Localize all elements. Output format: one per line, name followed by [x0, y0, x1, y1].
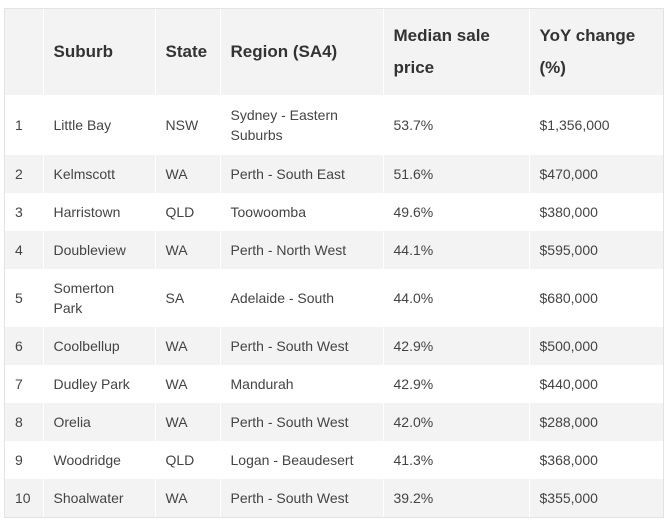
cell-yoy-change: $500,000	[539, 338, 598, 354]
cell-suburb: Shoalwater	[43, 479, 156, 517]
header-row: Suburb State Region (SA4) Median sale pr…	[5, 9, 663, 95]
cell-suburb: Harristown	[43, 193, 156, 231]
table-row: 8 Orelia WA Perth - South West 42.0% $28…	[5, 403, 663, 441]
header-region: Region (SA4)	[220, 9, 384, 95]
cell-region: Mandurah	[220, 365, 384, 403]
cell-yoy-change: $380,000	[539, 204, 598, 220]
cell-yoy-change: $680,000	[539, 290, 598, 306]
table-row: 5 Somerton Park SA Adelaide - South 44.0…	[5, 269, 663, 327]
table-row: 2 Kelmscott WA Perth - South East 51.6% …	[5, 155, 663, 193]
cell-region: Sydney - Eastern Suburbs	[220, 95, 384, 155]
cell-median-sale-price: 42.9%	[383, 365, 530, 403]
cell-region: Perth - South West	[220, 403, 384, 441]
cell-median-sale-price: 39.2%	[383, 479, 530, 517]
cell-rank: 10	[5, 479, 44, 517]
cell-suburb: Kelmscott	[43, 155, 156, 193]
suburb-growth-table: Suburb State Region (SA4) Median sale pr…	[5, 9, 663, 517]
cell-yoy-change: $595,000	[539, 242, 598, 258]
suburb-table-container: Suburb State Region (SA4) Median sale pr…	[4, 8, 664, 518]
cell-rank: 3	[5, 193, 44, 231]
header-suburb: Suburb	[43, 9, 156, 95]
cell-region: Perth - South East	[220, 155, 384, 193]
table-row: 1 Little Bay NSW Sydney - Eastern Suburb…	[5, 95, 663, 155]
cell-rank: 5	[5, 269, 44, 327]
cell-rank: 8	[5, 403, 44, 441]
cell-rank: 7	[5, 365, 44, 403]
table-row: 7 Dudley Park WA Mandurah 42.9% $440,000	[5, 365, 663, 403]
cell-region: Perth - North West	[220, 231, 384, 269]
header-yoy-change: YoY change (%)	[539, 26, 636, 77]
cell-rank: 4	[5, 231, 44, 269]
cell-region: Adelaide - South	[220, 269, 384, 327]
cell-median-sale-price: 41.3%	[383, 441, 530, 479]
cell-region: Perth - South West	[220, 327, 384, 365]
cell-suburb: Coolbellup	[43, 327, 156, 365]
table-row: 9 Woodridge QLD Logan - Beaudesert 41.3%…	[5, 441, 663, 479]
header-rank	[5, 9, 44, 95]
cell-region: Toowoomba	[220, 193, 384, 231]
table-row: 6 Coolbellup WA Perth - South West 42.9%…	[5, 327, 663, 365]
header-state: State	[155, 9, 221, 95]
cell-rank: 9	[5, 441, 44, 479]
cell-yoy-change: $355,000	[539, 490, 598, 506]
cell-suburb: Somerton Park	[43, 269, 156, 327]
cell-state: WA	[155, 365, 221, 403]
cell-median-sale-price: 42.9%	[383, 327, 530, 365]
cell-suburb: Dudley Park	[43, 365, 156, 403]
cell-median-sale-price: 44.0%	[383, 269, 530, 327]
table-body: 1 Little Bay NSW Sydney - Eastern Suburb…	[5, 95, 663, 517]
cell-suburb: Little Bay	[43, 95, 156, 155]
table-row: 4 Doubleview WA Perth - North West 44.1%…	[5, 231, 663, 269]
cell-median-sale-price: 53.7%	[383, 95, 530, 155]
cell-yoy-change: $288,000	[539, 414, 598, 430]
cell-rank: 6	[5, 327, 44, 365]
table-row: 3 Harristown QLD Toowoomba 49.6% $380,00…	[5, 193, 663, 231]
cell-suburb: Woodridge	[43, 441, 156, 479]
cell-rank: 2	[5, 155, 44, 193]
cell-yoy-change: $1,356,000	[539, 117, 610, 133]
cell-yoy-change: $440,000	[539, 376, 598, 392]
cell-median-sale-price: 49.6%	[383, 193, 530, 231]
cell-state: QLD	[155, 193, 221, 231]
cell-median-sale-price: 51.6%	[383, 155, 530, 193]
cell-yoy-change: $368,000	[539, 452, 598, 468]
table-header: Suburb State Region (SA4) Median sale pr…	[5, 9, 663, 95]
cell-state: WA	[155, 403, 221, 441]
cell-state: WA	[155, 479, 221, 517]
cell-state: WA	[155, 231, 221, 269]
cell-state: QLD	[155, 441, 221, 479]
cell-state: WA	[155, 327, 221, 365]
cell-state: WA	[155, 155, 221, 193]
cell-median-sale-price: 42.0%	[383, 403, 530, 441]
cell-region: Perth - South West	[220, 479, 384, 517]
cell-suburb: Doubleview	[43, 231, 156, 269]
cell-state: SA	[155, 269, 221, 327]
header-median-sale-price: Median sale price	[383, 9, 530, 95]
cell-region: Logan - Beaudesert	[220, 441, 384, 479]
cell-yoy-change: $470,000	[539, 166, 598, 182]
cell-median-sale-price: 44.1%	[383, 231, 530, 269]
table-row: 10 Shoalwater WA Perth - South West 39.2…	[5, 479, 663, 517]
cell-suburb: Orelia	[43, 403, 156, 441]
cell-rank: 1	[5, 95, 44, 155]
cell-state: NSW	[155, 95, 221, 155]
